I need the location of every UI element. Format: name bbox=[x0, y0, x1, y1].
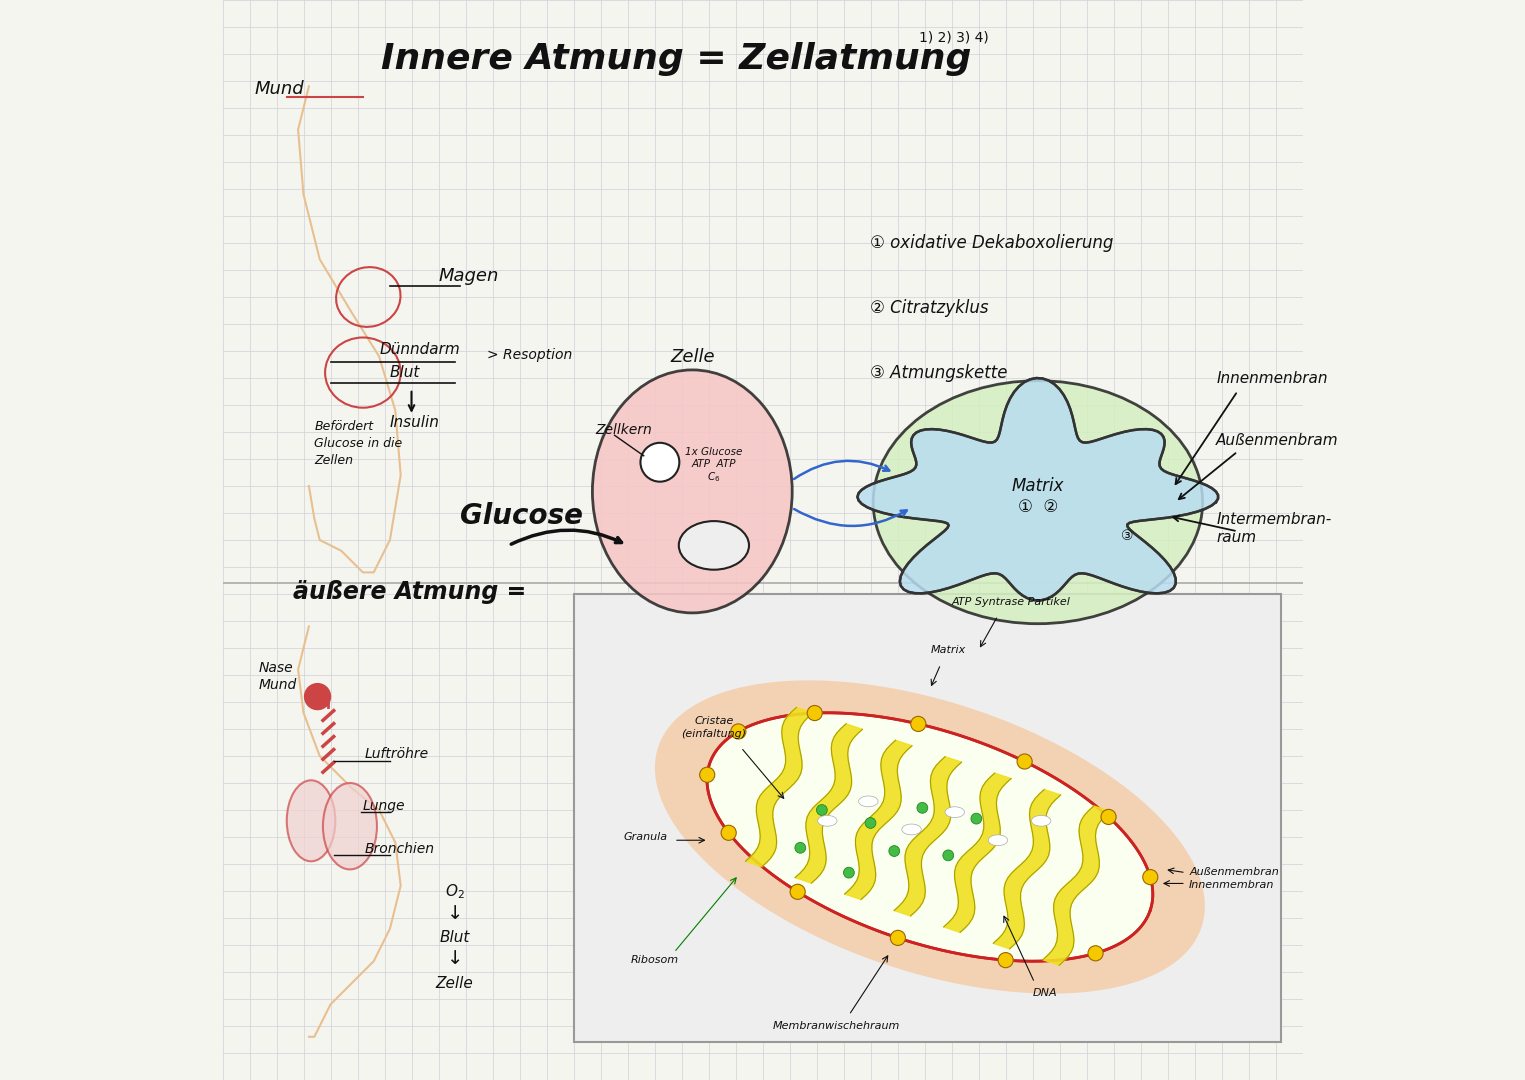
Circle shape bbox=[790, 885, 805, 900]
Text: Membranwischehraum: Membranwischehraum bbox=[772, 1022, 900, 1031]
Polygon shape bbox=[1043, 806, 1110, 966]
Ellipse shape bbox=[901, 824, 921, 835]
Text: ① oxidative Dekaboxolierung: ① oxidative Dekaboxolierung bbox=[871, 234, 1113, 253]
Text: Befördert
Glucose in die
Zellen: Befördert Glucose in die Zellen bbox=[314, 420, 403, 468]
Polygon shape bbox=[746, 707, 813, 866]
Text: Cristae
(einfaltung): Cristae (einfaltung) bbox=[682, 716, 746, 739]
Text: 1) 2) 3) 4): 1) 2) 3) 4) bbox=[920, 31, 988, 44]
Circle shape bbox=[843, 867, 854, 878]
Text: Außenmenbram: Außenmenbram bbox=[1215, 433, 1339, 448]
Ellipse shape bbox=[679, 522, 749, 570]
Text: ATP Syntrase Partikel: ATP Syntrase Partikel bbox=[952, 597, 1071, 607]
Text: ↓: ↓ bbox=[447, 949, 464, 969]
Ellipse shape bbox=[817, 815, 837, 826]
Text: Außenmembran
Innenmembran: Außenmembran Innenmembran bbox=[1190, 866, 1279, 890]
Text: $O_2$: $O_2$ bbox=[445, 882, 465, 901]
Text: Blut: Blut bbox=[439, 930, 470, 945]
Ellipse shape bbox=[988, 835, 1008, 846]
Text: Zelle: Zelle bbox=[436, 976, 474, 991]
Text: ② Citratzyklus: ② Citratzyklus bbox=[871, 299, 990, 318]
Text: Nase
Mund: Nase Mund bbox=[258, 661, 296, 692]
Circle shape bbox=[889, 846, 900, 856]
Text: Bronchien: Bronchien bbox=[364, 842, 435, 856]
Ellipse shape bbox=[287, 780, 336, 862]
FancyBboxPatch shape bbox=[573, 594, 1281, 1042]
Circle shape bbox=[305, 684, 331, 710]
Text: Mund: Mund bbox=[255, 80, 305, 98]
Ellipse shape bbox=[874, 380, 1203, 623]
Text: Innenmenbran: Innenmenbran bbox=[1215, 372, 1328, 387]
Circle shape bbox=[795, 842, 805, 853]
Ellipse shape bbox=[1031, 815, 1051, 826]
Polygon shape bbox=[654, 680, 1205, 994]
Polygon shape bbox=[708, 713, 1153, 961]
Polygon shape bbox=[894, 757, 962, 916]
Ellipse shape bbox=[323, 783, 377, 869]
Text: Zelle: Zelle bbox=[669, 348, 715, 366]
Circle shape bbox=[816, 805, 827, 815]
Text: Lunge: Lunge bbox=[363, 799, 406, 813]
Circle shape bbox=[640, 443, 679, 482]
Circle shape bbox=[730, 724, 746, 739]
Circle shape bbox=[910, 716, 926, 731]
Text: ③: ③ bbox=[1121, 529, 1133, 543]
Text: Blut: Blut bbox=[390, 365, 421, 380]
Circle shape bbox=[1017, 754, 1032, 769]
Text: 1x Glucose
ATP  ATP
$C_6$: 1x Glucose ATP ATP $C_6$ bbox=[685, 447, 743, 485]
Text: Luftröhre: Luftröhre bbox=[364, 747, 429, 761]
Text: Ribosom: Ribosom bbox=[630, 956, 679, 966]
Circle shape bbox=[891, 930, 906, 945]
Polygon shape bbox=[845, 740, 912, 900]
Circle shape bbox=[997, 953, 1013, 968]
Text: Matrix: Matrix bbox=[930, 646, 965, 656]
Text: Dünndarm: Dünndarm bbox=[380, 342, 461, 357]
Circle shape bbox=[1142, 869, 1157, 885]
Ellipse shape bbox=[859, 796, 878, 807]
Ellipse shape bbox=[946, 807, 964, 818]
Circle shape bbox=[971, 813, 982, 824]
Text: äußere Atmung =: äußere Atmung = bbox=[293, 580, 526, 605]
Text: Insulin: Insulin bbox=[390, 415, 439, 430]
Text: Innere Atmung = Zellatmung: Innere Atmung = Zellatmung bbox=[381, 42, 971, 77]
Text: ③ Atmungskette: ③ Atmungskette bbox=[871, 364, 1008, 382]
Ellipse shape bbox=[592, 369, 791, 612]
Circle shape bbox=[917, 802, 927, 813]
Text: ↓: ↓ bbox=[447, 904, 464, 923]
Polygon shape bbox=[944, 773, 1011, 932]
Polygon shape bbox=[993, 789, 1060, 948]
Polygon shape bbox=[795, 724, 863, 883]
Text: Glucose: Glucose bbox=[461, 502, 583, 530]
Circle shape bbox=[1087, 946, 1103, 961]
Text: Intermembran-
raum: Intermembran- raum bbox=[1215, 512, 1331, 545]
Circle shape bbox=[942, 850, 953, 861]
Text: Zellkern: Zellkern bbox=[595, 423, 651, 437]
Polygon shape bbox=[857, 378, 1218, 600]
Text: > Resoption: > Resoption bbox=[486, 348, 572, 362]
Circle shape bbox=[807, 705, 822, 720]
Text: Magen: Magen bbox=[439, 267, 499, 285]
Circle shape bbox=[721, 825, 737, 840]
Circle shape bbox=[1101, 809, 1116, 824]
Circle shape bbox=[865, 818, 875, 828]
Text: Matrix
①  ②: Matrix ① ② bbox=[1011, 477, 1064, 516]
Text: DNA: DNA bbox=[1032, 988, 1058, 998]
Text: Granula: Granula bbox=[624, 833, 668, 842]
Circle shape bbox=[700, 767, 715, 782]
